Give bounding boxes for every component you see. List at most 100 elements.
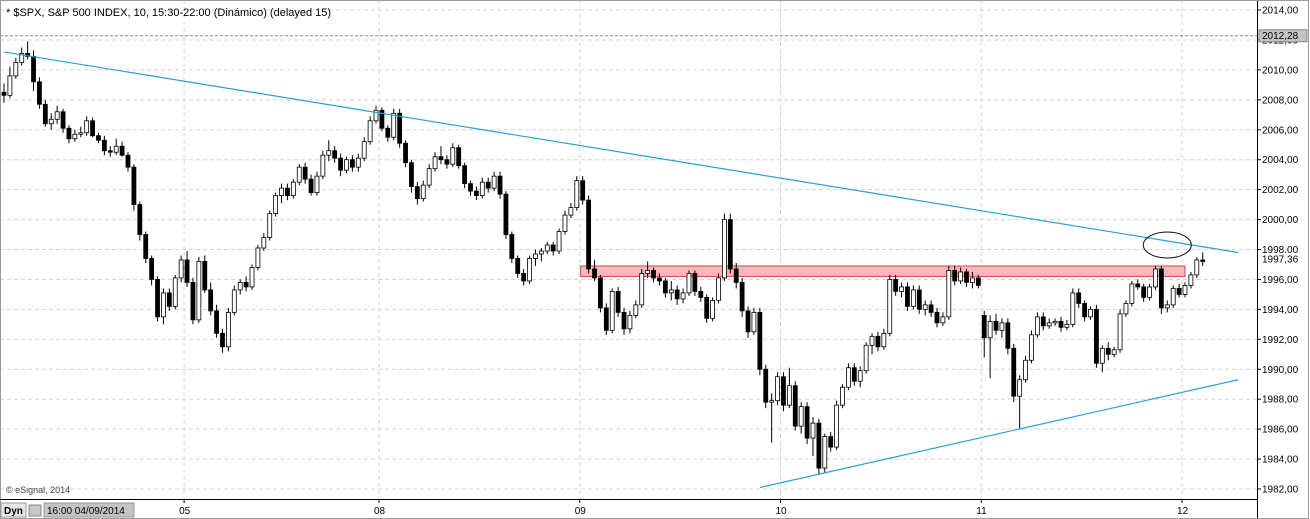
candle [970,271,975,289]
candle [834,400,840,451]
candle-body-up [1111,349,1117,355]
candle [119,141,125,157]
candle [1023,355,1028,383]
candle-body-up [645,270,651,274]
candle [538,248,544,262]
candle-body-down [414,186,420,200]
candle [101,135,107,156]
candle-body-down [1200,259,1206,262]
candle-body-up [172,277,178,307]
candle [96,132,101,144]
candle-body-up [1046,322,1052,327]
candle-body-up [231,289,237,313]
candle [373,105,379,124]
candle-body-up [798,406,804,427]
candle-body-up [958,271,964,282]
candle [361,137,367,162]
candle [444,155,450,169]
candle [54,105,60,124]
candle [987,315,993,379]
candle [857,366,863,388]
candle-body-up [273,195,279,214]
candle-body-down [96,135,101,141]
candle-body-down [657,277,662,282]
candle [426,164,432,189]
candle [420,180,426,202]
candle-body-down [964,271,969,283]
candle-body-up [361,141,367,159]
candle [1111,346,1117,358]
candle-body-down [598,277,603,309]
candle-body-down [409,162,414,188]
candle [639,268,645,308]
candle [131,164,137,211]
candle [645,261,651,278]
candle-body-up [261,237,267,249]
candle [1188,271,1194,289]
candle-body-down [190,282,196,321]
candle [905,282,910,311]
candle [338,153,343,177]
candle [184,250,190,287]
candle [633,300,639,319]
candle [651,267,656,283]
candle-body-up [367,120,373,143]
candle [899,282,904,298]
mode-button[interactable] [0,502,27,518]
candle-body-down [1011,347,1017,397]
candle-body-down [875,335,881,348]
candle [592,259,597,281]
candle-body-up [899,286,904,292]
candle [491,171,497,192]
candle [952,265,958,286]
candle-body-up [940,316,946,324]
candle [468,180,473,196]
cursor-time: 16:00 04/09/2014 [47,506,125,517]
mode-button-label: Dyn [4,506,23,517]
candle [497,171,503,199]
candle [1147,283,1152,301]
candle-body-down [456,147,462,167]
candle-body-down [1040,316,1046,327]
y-tick-label: 1984,00 [1262,455,1299,466]
candle-body-down [1,91,7,96]
candle [686,270,692,296]
candle [249,264,255,290]
candle [722,213,727,281]
candle-body-down [473,190,479,197]
candle [828,432,834,452]
candle-body-up [1070,292,1076,325]
candle-body-down [905,286,910,307]
candle [916,285,922,314]
candle-body-down [349,159,355,168]
candle-body-down [37,81,42,105]
candle-body-up [320,154,326,177]
candle [1058,316,1064,332]
y-tick-label: 1982,00 [1262,485,1299,496]
candle [1170,285,1176,308]
trendlines-layer [3,51,1239,489]
candle-body-up [775,376,780,402]
candle [450,143,456,168]
candle [84,116,90,136]
candle [1034,312,1040,338]
candle [149,255,155,286]
x-tick-label: 09 [575,506,587,517]
candle [958,267,964,284]
candle-body-down [757,311,763,370]
candle-body-up [237,282,243,291]
candle-body-down [916,289,922,310]
candle [1164,300,1170,313]
candle-body-down [1058,320,1064,328]
candle-body-up [574,180,580,208]
candle [662,277,668,298]
candle [946,265,952,320]
candle-body-up [84,120,90,134]
lock-icon[interactable] [28,504,42,517]
candle [674,285,680,305]
candle-body-up [1088,308,1093,318]
candle-body-up [78,132,84,135]
candle [769,393,775,443]
time-axis[interactable]: 05 08 09 10 11 12 [0,499,1257,517]
y-tick-label: 2000,00 [1262,215,1299,226]
